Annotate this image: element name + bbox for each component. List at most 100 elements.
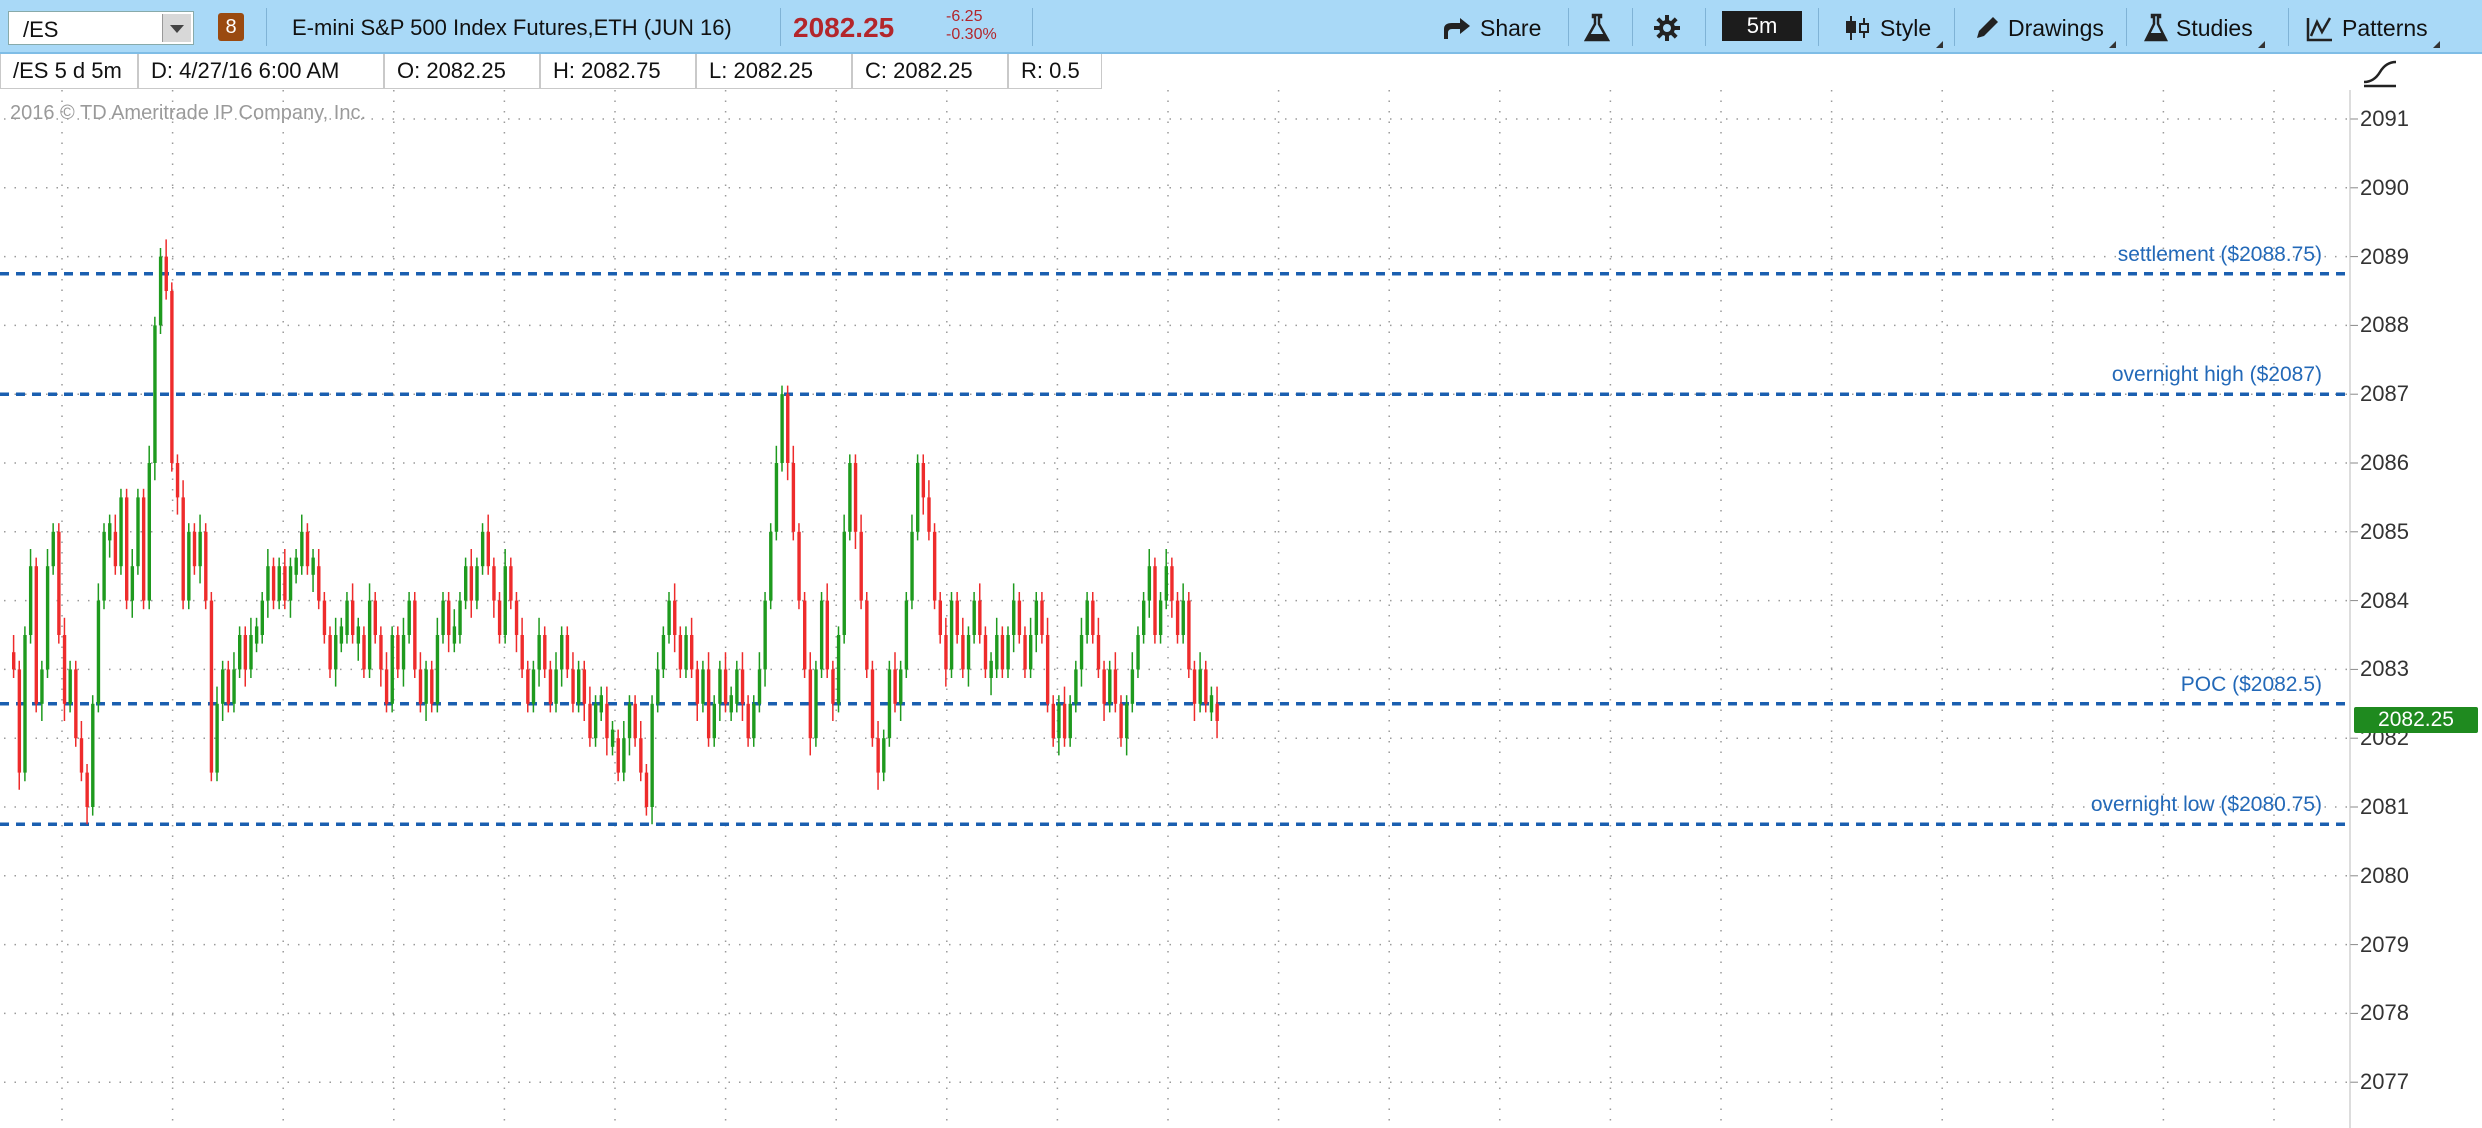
candle-up [842,531,846,635]
net-change: -6.25 [946,8,983,25]
price-axis-label: 2079 [2360,931,2409,957]
last-price: 2082.25 [793,12,895,43]
chevron-down-icon[interactable] [162,14,191,42]
candle-down [170,291,174,463]
candle-down [978,600,982,635]
candle-up [537,635,541,670]
candle-down [520,635,524,670]
candle-up [187,531,191,601]
candle-up [108,523,112,541]
candle-down [644,772,649,807]
link-number-badge[interactable]: 8 [218,13,244,41]
bar-high: H: 2082.75 [540,54,696,89]
candle-down [430,669,434,704]
bar-open: O: 2082.25 [384,54,540,89]
candle-down [690,635,694,670]
candle-down [79,738,84,773]
timeframe-selector[interactable]: 5m [1722,11,1802,41]
candle-up [266,566,270,601]
candle-up [356,626,361,644]
candle-down [34,566,38,704]
candle-up [554,669,558,704]
candle-down [955,600,959,635]
price-level-label: settlement ($2088.75) [2117,242,2322,266]
candle-up [814,669,818,739]
candle-up [757,669,762,704]
price-axis-label: 2078 [2360,1000,2409,1026]
price-axis-label: 2088 [2360,312,2409,338]
symbol-selector[interactable]: /ES [8,11,194,45]
candle-down [379,635,383,670]
candle-down [447,600,451,635]
candles [12,239,1219,825]
candle-up [198,531,202,567]
candle-up [848,463,852,532]
patterns-icon [2306,17,2332,42]
candle-up [1057,703,1061,739]
candle-down [204,531,208,601]
candle-up [1209,695,1214,713]
share-button[interactable]: Share [1442,12,1541,44]
toolbar-divider [1705,8,1706,46]
chart-grid [4,90,2358,1128]
candle-down [944,635,948,670]
candle-up [130,566,135,601]
candle-down [62,635,67,704]
price-level-label: overnight low ($2080.75) [2090,793,2322,817]
style-button[interactable]: Style [1844,12,1944,48]
candle-up [503,566,507,635]
candle-up [819,600,824,670]
candle-up [752,703,756,739]
flask-button[interactable] [1584,12,1610,44]
candle-down [486,531,490,567]
studies-button[interactable]: Studies [2144,12,2265,48]
candle-up [972,600,976,635]
candle-up [712,703,716,739]
candle-down [1215,703,1219,721]
toolbar-divider [1954,8,1955,46]
candle-up [684,635,688,670]
price-axis-label: 2084 [2360,587,2409,613]
candle-up [650,703,654,807]
candle-up [1125,703,1129,739]
candle-up [311,557,315,575]
corner-indicator [2108,41,2116,48]
gear-icon [1654,15,1680,41]
candle-up [577,669,581,704]
pencil-icon [1977,17,1998,38]
candle-up [910,531,914,601]
candle-up [458,600,462,635]
candle-up [966,635,971,670]
candle-down [1175,600,1180,635]
candle-down [825,600,829,670]
toolbar-divider [1818,8,1819,46]
candle-down [673,600,677,635]
candle-down [1096,635,1101,670]
candle-down [927,497,931,532]
drawing-tool-icon[interactable] [2360,56,2400,90]
drawings-button[interactable]: Drawings [1974,12,2116,48]
candle-up [441,600,445,635]
candle-up [661,635,666,670]
candle-up [1136,635,1140,670]
settings-button[interactable] [1652,12,1682,44]
price-axis-label: 2086 [2360,450,2409,475]
candle-up [96,600,101,704]
candlestick-icon [1846,16,1869,40]
aggregation-label[interactable]: /ES 5 d 5m [0,54,138,89]
candle-up [610,729,615,747]
candle-down [413,600,417,670]
candle-up [215,703,219,773]
toolbar-divider [1032,8,1033,46]
instrument-description: E-mini S&P 500 Index Futures,ETH (JUN 16… [292,15,732,40]
candle-down [893,669,897,704]
candle-down [125,497,129,601]
candle-up [1029,635,1033,670]
candle-up [288,566,293,601]
share-label: Share [1480,14,1542,41]
candle-up [119,497,123,567]
patterns-button[interactable]: Patterns [2306,12,2440,48]
candle-down [175,463,180,498]
candle-up [480,531,485,567]
